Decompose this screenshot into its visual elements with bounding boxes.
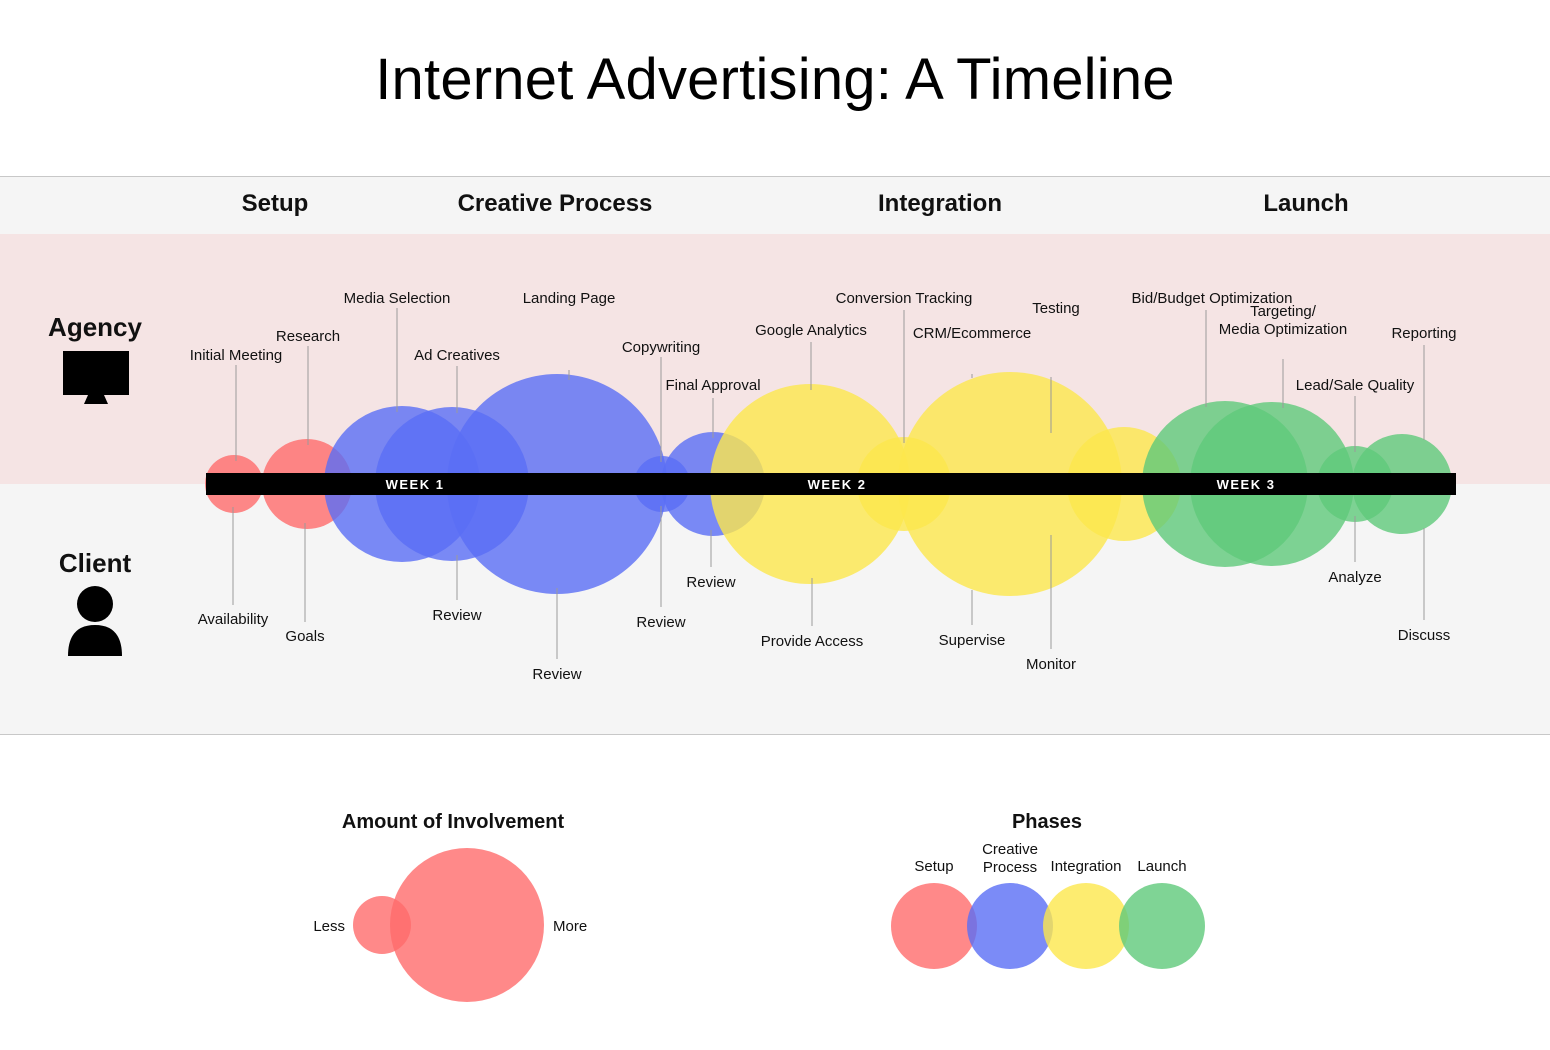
- timeline-bar: [206, 473, 1456, 495]
- client-task-label-analyze-14: Analyze: [1328, 569, 1381, 586]
- person-icon: [68, 586, 122, 656]
- agency-task-label-targeting-media-optimization: Targeting/Media Optimization: [1219, 303, 1347, 338]
- monitor-icon: [63, 351, 129, 404]
- phase-heading-integration: Integration: [878, 190, 1002, 217]
- legend-phase-label-integration: Integration: [1051, 858, 1122, 875]
- phases-legend-title: Phases: [1011, 811, 1083, 833]
- agency-label: Agency: [48, 312, 142, 342]
- week-label-3: WEEK 3: [1217, 477, 1276, 492]
- client-task-label-provide-access-8: Provide Access: [761, 633, 864, 650]
- client-task-label-review-7: Review: [686, 574, 735, 591]
- legend-phase-circle-setup: [891, 883, 977, 969]
- legend-phase-circle-creative-process: [967, 883, 1053, 969]
- agency-task-label-copywriting: Copywriting: [622, 339, 700, 356]
- client-task-label-goals-2: Goals: [285, 628, 324, 645]
- phase-heading-setup: Setup: [241, 190, 309, 217]
- agency-task-label-google-analytics: Google Analytics: [755, 322, 867, 339]
- client-task-label-review-4: Review: [432, 607, 481, 624]
- phase-header-band: [0, 176, 1550, 235]
- agency-task-label-bid-budget-optimization: Bid/Budget Optimization: [1132, 290, 1293, 307]
- client-task-label-availability-1: Availability: [198, 611, 269, 628]
- client-task-label-supervise-10: Supervise: [939, 632, 1006, 649]
- legend-less-label: Less: [313, 918, 345, 935]
- page-title: Internet Advertising: A Timeline: [375, 47, 1175, 112]
- agency-task-label-lead-sale-quality: Lead/Sale Quality: [1296, 377, 1415, 394]
- agency-task-label-final-approval: Final Approval: [665, 377, 760, 394]
- client-task-label-review-5: Review: [532, 666, 581, 683]
- agency-task-label-reporting: Reporting: [1391, 325, 1456, 342]
- involvement-legend-title: Amount of Involvement: [341, 811, 565, 833]
- agency-task-label-conversion-tracking: Conversion Tracking: [836, 290, 973, 307]
- agency-task-label-testing: Testing: [1032, 300, 1080, 317]
- agency-task-label-research: Research: [276, 328, 340, 345]
- client-task-label-discuss-15: Discuss: [1398, 627, 1451, 644]
- agency-task-label-ad-creatives: Ad Creatives: [414, 347, 500, 364]
- phase-heading-creative-process: Creative Process: [457, 190, 653, 217]
- legend-more-circle: [390, 848, 544, 1002]
- agency-task-label-landing-page: Landing Page: [523, 290, 616, 307]
- legend-phase-label-launch: Launch: [1137, 858, 1186, 875]
- agency-task-label-initial-meeting: Initial Meeting: [190, 347, 283, 364]
- legend-more-label: More: [553, 918, 587, 935]
- client-task-label-review-6: Review: [636, 614, 685, 631]
- client-label: Client: [58, 548, 132, 578]
- client-task-label-monitor-11: Monitor: [1026, 656, 1076, 673]
- phase-heading-launch: Launch: [1263, 190, 1349, 217]
- legend-phase-label-creative-process: Creative Process: [982, 841, 1038, 876]
- agency-task-label-crm-ecommerce: CRM/Ecommerce: [913, 325, 1031, 342]
- week-label-1: WEEK 1: [386, 477, 445, 492]
- week-label-2: WEEK 2: [808, 477, 867, 492]
- legend-phase-label-setup: Setup: [914, 858, 953, 875]
- legend-phase-circle-launch: [1119, 883, 1205, 969]
- legend-phase-circle-integration: [1043, 883, 1129, 969]
- agency-task-label-media-selection: Media Selection: [344, 290, 451, 307]
